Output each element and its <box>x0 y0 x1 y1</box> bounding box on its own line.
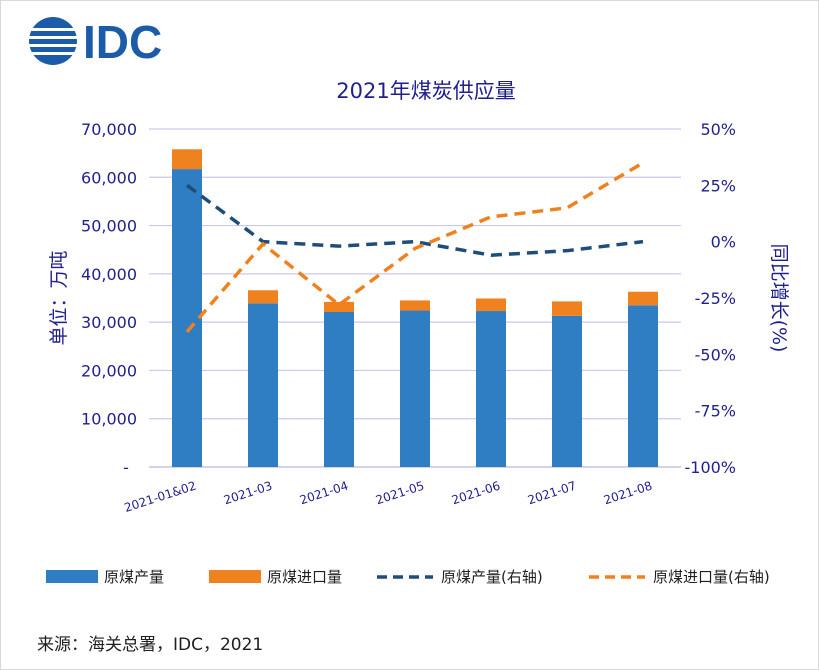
y-tick-label: 40,000 <box>81 265 137 284</box>
line-production-yoy <box>185 183 644 257</box>
source-note: 来源：海关总署，IDC，2021 <box>37 635 263 655</box>
legend-label: 原煤产量 <box>104 568 164 586</box>
x-tick-label: 2021-04 <box>298 479 350 508</box>
bar-import <box>172 149 202 170</box>
y-tick-label: 60,000 <box>81 168 137 187</box>
y2-tick-label: -50% <box>695 345 736 364</box>
y-tick-label: 50,000 <box>81 217 137 236</box>
bar-production <box>324 312 354 467</box>
y2-tick-label: 0% <box>711 233 736 252</box>
y-tick-label: 70,000 <box>81 120 137 139</box>
bar-import <box>552 301 582 316</box>
y-axis-title: 单位：万吨 <box>48 250 70 345</box>
y2-tick-label: 25% <box>700 176 736 195</box>
bar-production <box>248 303 278 467</box>
globe-icon <box>27 17 79 65</box>
legend-swatch <box>46 570 98 583</box>
line-import-yoy <box>185 161 644 333</box>
x-tick-label: 2021-01&02 <box>122 479 197 515</box>
y2-tick-label: 50% <box>700 120 736 139</box>
legend-label: 原煤产量(右轴) <box>441 568 543 586</box>
y-tick-label: - <box>123 458 129 477</box>
left-axis-ticks: - 10,000 20,000 30,000 40,000 50,000 60,000 70,… <box>81 120 137 477</box>
x-tick-label: 2021-03 <box>222 479 274 508</box>
y2-tick-label: -25% <box>695 289 736 308</box>
bar-import <box>476 298 506 312</box>
bar-import <box>248 290 278 304</box>
x-tick-label: 2021-07 <box>526 479 578 508</box>
bar-production <box>400 310 430 467</box>
lines-group <box>185 161 644 333</box>
bars-group <box>172 149 658 467</box>
legend-swatch <box>209 570 261 583</box>
y-tick-label: 10,000 <box>81 410 137 429</box>
y2-axis-title: 同比增长(%) <box>768 244 790 353</box>
idc-logo: IDC <box>27 16 162 68</box>
logo-text: IDC <box>83 16 162 68</box>
chart-title: 2021年煤炭供应量 <box>336 79 515 103</box>
bar-import <box>324 301 354 313</box>
bar-import <box>628 291 658 306</box>
legend-label: 原煤进口量(右轴) <box>653 568 770 586</box>
bar-production <box>172 169 202 467</box>
bar-production <box>628 305 658 467</box>
bar-production <box>476 311 506 467</box>
y-tick-label: 30,000 <box>81 313 137 332</box>
bar-production <box>552 315 582 467</box>
y2-tick-label: -75% <box>695 402 736 421</box>
x-tick-label: 2021-08 <box>602 479 654 508</box>
x-tick-label: 2021-06 <box>450 479 502 508</box>
bar-import <box>400 300 430 311</box>
right-axis-ticks: -100% -75% -50% -25% 0% 25% 50% <box>684 120 736 477</box>
y-tick-label: 20,000 <box>81 361 137 380</box>
legend-label: 原煤进口量 <box>267 568 342 586</box>
x-axis-ticks: 2021-01&02 2021-03 2021-04 2021-05 2021-06 20… <box>122 479 653 515</box>
y2-tick-label: -100% <box>684 458 736 477</box>
legend: 原煤产量 原煤进口量 原煤产量(右轴) 原煤进口量(右轴) <box>46 568 770 586</box>
x-tick-label: 2021-05 <box>374 479 426 508</box>
